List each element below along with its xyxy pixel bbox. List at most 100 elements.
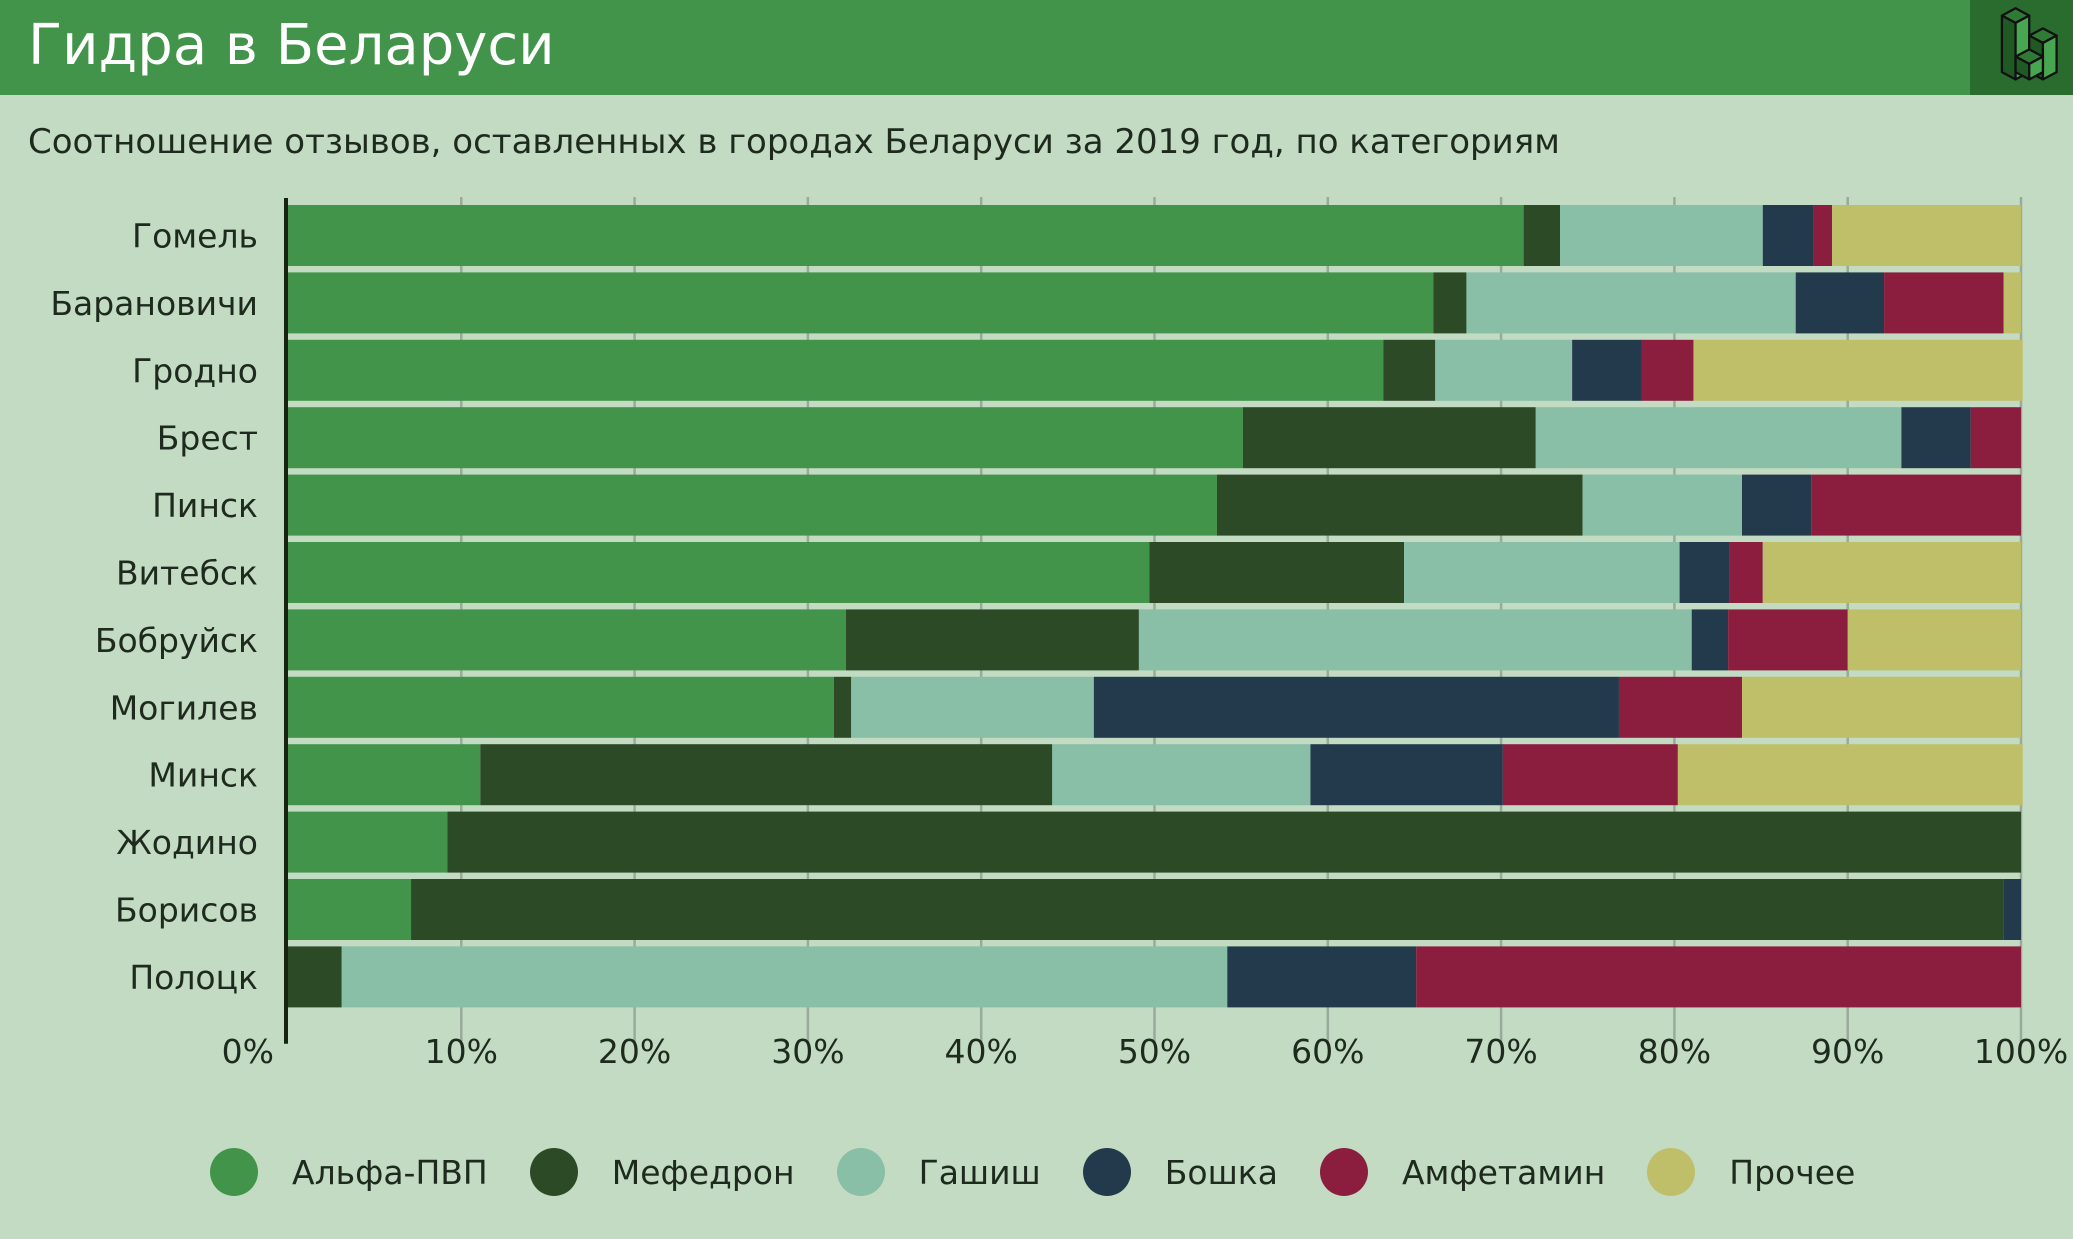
bar-segment <box>288 474 1217 536</box>
bar-segment <box>288 407 1243 469</box>
category-label: Могилев <box>110 688 258 727</box>
bar-segment <box>1901 407 1971 469</box>
bar-segment <box>1582 474 1742 536</box>
bar-segment <box>833 676 852 738</box>
bar-segment <box>2003 272 2021 334</box>
bar-segment <box>846 609 1139 671</box>
legend-swatch <box>529 1148 578 1196</box>
bar-segment <box>1435 339 1573 401</box>
x-tick-label: 60% <box>1291 1032 1364 1071</box>
x-tick-label: 40% <box>945 1032 1018 1071</box>
bar-segment <box>1572 339 1642 401</box>
bar-segment <box>1762 205 1814 266</box>
legend-label: Мефедрон <box>611 1152 795 1192</box>
bar-segment <box>1227 946 1417 1008</box>
category-label: Бобруйск <box>95 621 258 660</box>
header-bar: Гидра в Беларуси <box>0 0 1970 95</box>
x-tick-label: 50% <box>1118 1032 1191 1071</box>
bar-segment <box>1618 676 1742 738</box>
x-tick-label: 10% <box>425 1032 498 1071</box>
category-label: Полоцк <box>129 958 258 997</box>
bar-segment <box>1884 272 2004 334</box>
bar-segment <box>1741 474 1812 536</box>
legend-swatch <box>1082 1148 1131 1196</box>
bar-segment <box>288 811 448 873</box>
x-tick-label: 90% <box>1811 1032 1884 1071</box>
legend-item: Гашиш <box>836 1148 1041 1196</box>
legend-label: Альфа-ПВП <box>292 1152 488 1192</box>
legend-label: Бошка <box>1164 1152 1278 1192</box>
bar-segment <box>1433 272 1467 334</box>
bar-segment <box>1404 542 1680 603</box>
bar-segment <box>1149 542 1405 603</box>
bar-segment <box>1560 205 1763 266</box>
bar-segment <box>1523 205 1561 266</box>
bar-segment <box>1813 205 1833 266</box>
bar-segment <box>1693 339 2023 401</box>
legend-label: Гашиш <box>918 1152 1041 1192</box>
bar-segment <box>1383 339 1436 401</box>
bar-segment <box>288 205 1524 266</box>
bar-segment <box>1466 272 1796 334</box>
category-label: Гомель <box>132 217 258 256</box>
bar-segment <box>1641 339 1694 401</box>
bar-segment <box>1052 744 1311 806</box>
bar-segment <box>288 272 1434 334</box>
bar-segment <box>1502 744 1678 806</box>
bar-segment <box>288 542 1150 603</box>
bar-segment <box>480 744 1053 806</box>
isometric-blocks-logo-icon <box>1970 0 2073 95</box>
bar-segment <box>1970 407 2021 469</box>
category-label: Пинск <box>152 486 258 525</box>
bar-segment <box>341 946 1228 1008</box>
x-tick-label: 100% <box>1974 1032 2068 1071</box>
legend-swatch <box>1319 1148 1368 1196</box>
bar-segment <box>851 676 1094 738</box>
category-label: Гродно <box>132 351 258 390</box>
x-tick-label: 70% <box>1464 1032 1537 1071</box>
legend: Альфа-ПВП Мефедрон Гашиш Бошка Амфетамин Проч… <box>210 1148 1897 1196</box>
bar-segment <box>288 339 1384 401</box>
bar-segment <box>1762 542 2021 603</box>
bar-segment <box>1728 609 1848 671</box>
legend-swatch <box>836 1148 885 1196</box>
bar-segment <box>1832 205 2021 266</box>
bar-segment <box>1310 744 1503 806</box>
bar-segment <box>288 609 847 671</box>
bar-segment <box>1535 407 1902 469</box>
bar-segment <box>1691 609 1729 671</box>
bar-segment <box>1795 272 1885 334</box>
bar-segment <box>1729 542 1763 603</box>
category-label: Жодино <box>116 823 258 862</box>
bar-segment <box>1138 609 1692 671</box>
x-tick-label: 20% <box>598 1032 671 1071</box>
bar-segment <box>447 811 2021 873</box>
bar-segment <box>288 946 342 1008</box>
legend-item: Бошка <box>1082 1148 1278 1196</box>
bar-segment <box>1416 946 2021 1008</box>
bar-segment <box>1216 474 1583 536</box>
x-tick-label: 80% <box>1638 1032 1711 1071</box>
legend-item: Альфа-ПВП <box>210 1148 488 1196</box>
bar-segment <box>2003 879 2021 940</box>
chart-title: Соотношение отзывов, оставленных в город… <box>28 122 1560 162</box>
bar-segment <box>288 879 412 940</box>
bar-segment <box>1093 676 1619 738</box>
bar-segment <box>1741 676 2021 738</box>
category-label: Барановичи <box>50 284 258 323</box>
category-label: Минск <box>148 756 258 795</box>
legend-item: Прочее <box>1647 1148 1855 1196</box>
bar-segment <box>1847 609 2021 671</box>
legend-swatch <box>210 1148 258 1196</box>
bar-segment <box>1679 542 1730 603</box>
bar-segment <box>288 676 834 738</box>
legend-item: Мефедрон <box>529 1148 795 1196</box>
legend-item: Амфетамин <box>1319 1148 1605 1196</box>
x-tick-label: 30% <box>771 1032 844 1071</box>
bar-segment <box>1811 474 2021 536</box>
bar-segment <box>411 879 2004 940</box>
category-label: Борисов <box>115 891 258 930</box>
bar-segment <box>1677 744 2023 806</box>
bar-segment <box>288 744 481 806</box>
